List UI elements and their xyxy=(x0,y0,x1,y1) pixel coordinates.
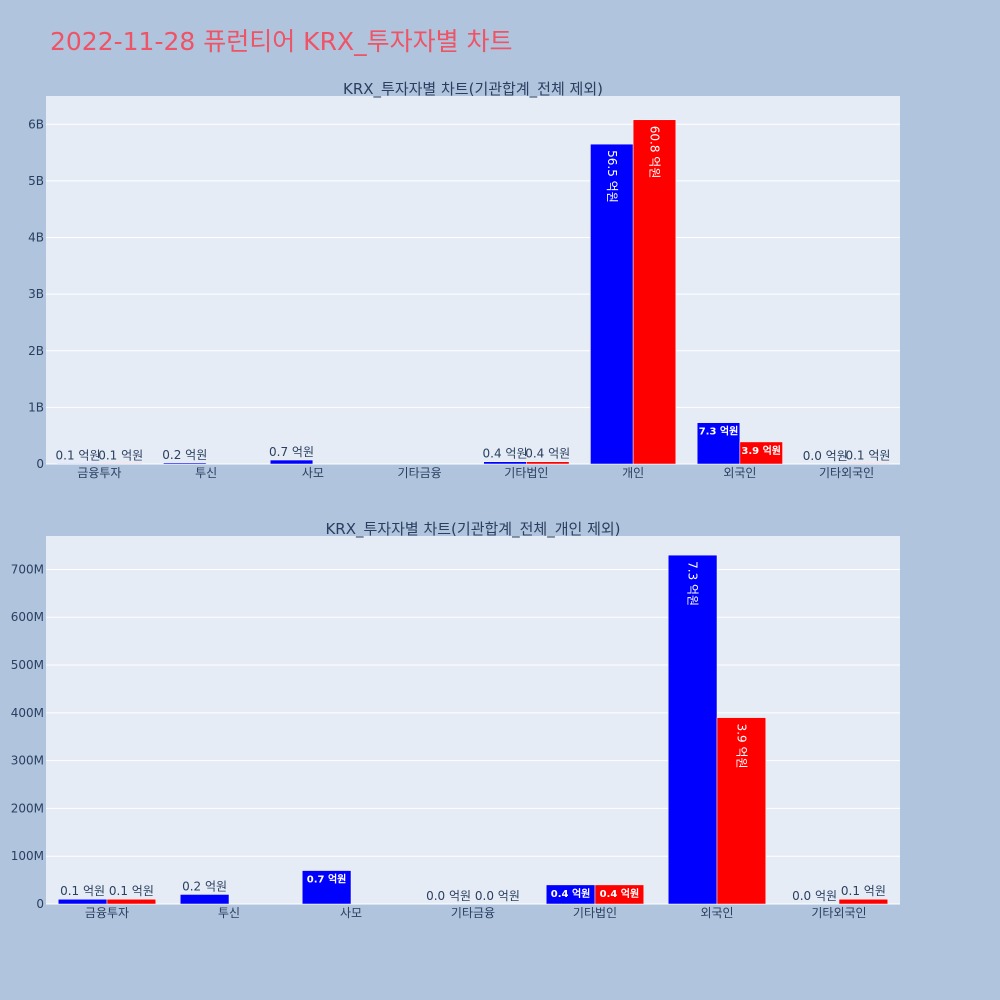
bar xyxy=(739,441,783,465)
data-label: 0.4 억원 xyxy=(525,447,570,461)
data-label: 0.0 억원 xyxy=(475,889,520,903)
y-tick-label: 3B xyxy=(28,287,44,301)
data-label: 0.1 억원 xyxy=(109,884,154,898)
bar xyxy=(838,898,889,905)
x-tick-label: 기타금융 xyxy=(451,906,495,920)
x-tick-label: 기타외국인 xyxy=(819,466,874,480)
x-tick-label: 기타법인 xyxy=(504,466,548,480)
bar xyxy=(590,143,634,465)
plot-area xyxy=(46,96,900,464)
data-label: 0.4 억원 xyxy=(600,887,640,900)
page-title: 2022-11-28 퓨런티어 KRX_투자자별 차트 xyxy=(50,27,513,56)
data-label: 0.1 억원 xyxy=(98,448,143,462)
x-tick-label: 사모 xyxy=(340,906,362,920)
data-label: 0.0 억원 xyxy=(792,889,837,903)
data-label: 0.1 억원 xyxy=(841,884,886,898)
y-tick-label: 0 xyxy=(36,457,44,471)
y-tick-label: 300M xyxy=(11,754,44,768)
bar xyxy=(179,894,230,905)
data-label: 56.5 억원 xyxy=(605,150,619,203)
y-tick-label: 4B xyxy=(28,231,44,245)
x-tick-label: 투신 xyxy=(195,466,217,480)
data-label: 0.4 억원 xyxy=(483,447,528,461)
bar xyxy=(163,462,207,465)
x-tick-label: 기타외국인 xyxy=(811,906,866,920)
chart-2: KRX_투자자별 차트(기관합계_전체_개인 제외) 0 100M 200M 300M 4… xyxy=(11,520,900,920)
bar xyxy=(483,461,527,465)
y-tick-label: 700M xyxy=(11,562,44,576)
data-label: 0.4 억원 xyxy=(551,887,591,900)
data-label: 0.7 억원 xyxy=(269,445,314,459)
bar xyxy=(696,422,741,465)
plot-area xyxy=(46,536,900,904)
data-label: 0.1 억원 xyxy=(56,448,101,462)
data-label: 7.3 억원 xyxy=(699,425,739,438)
data-label: 0.0 억원 xyxy=(803,449,848,463)
y-tick-label: 6B xyxy=(28,117,44,131)
chart-title: KRX_투자자별 차트(기관합계_전체_개인 제외) xyxy=(325,520,620,539)
x-tick-label: 개인 xyxy=(622,466,644,480)
data-label: 3.9 억원 xyxy=(734,724,748,769)
data-label: 0.1 억원 xyxy=(60,884,105,898)
x-tick-label: 투신 xyxy=(218,906,240,920)
bar xyxy=(594,884,645,905)
bar xyxy=(526,461,570,465)
data-label: 0.0 억원 xyxy=(426,889,471,903)
data-label: 7.3 억원 xyxy=(686,561,700,606)
bar xyxy=(846,463,890,465)
bar xyxy=(56,463,100,465)
bar xyxy=(632,119,677,465)
x-tick-label: 금융투자 xyxy=(85,906,129,920)
bar xyxy=(716,717,767,905)
x-tick-label: 외국인 xyxy=(723,466,756,480)
bar xyxy=(57,898,108,905)
y-tick-label: 500M xyxy=(11,658,44,672)
data-label: 0.1 억원 xyxy=(845,448,890,462)
data-label: 0.7 억원 xyxy=(307,873,347,886)
chart-title: KRX_투자자별 차트(기관합계_전체 제외) xyxy=(343,80,603,99)
chart-1: KRX_투자자별 차트(기관합계_전체 제외) 0 1B 2B 3B 4B 5B 6B 금융투자… xyxy=(28,80,900,480)
y-tick-label: 5B xyxy=(28,174,44,188)
bar xyxy=(667,554,718,905)
x-tick-label: 기타금융 xyxy=(398,466,442,480)
bar xyxy=(269,459,314,465)
x-tick-label: 금융투자 xyxy=(77,466,121,480)
data-label: 0.2 억원 xyxy=(162,448,207,462)
data-label: 0.2 억원 xyxy=(182,879,227,893)
y-tick-label: 2B xyxy=(28,344,44,358)
bar xyxy=(301,870,352,905)
x-tick-label: 기타법인 xyxy=(573,906,617,920)
y-tick-label: 600M xyxy=(11,610,44,624)
bar xyxy=(106,898,157,905)
data-label: 3.9 억원 xyxy=(741,444,781,457)
x-tick-label: 외국인 xyxy=(700,906,733,920)
y-tick-label: 0 xyxy=(36,897,44,911)
data-label: 60.8 억원 xyxy=(647,126,661,179)
bar xyxy=(99,463,143,465)
y-tick-label: 100M xyxy=(11,849,44,863)
y-tick-label: 200M xyxy=(11,801,44,815)
y-tick-label: 400M xyxy=(11,706,44,720)
x-tick-label: 사모 xyxy=(302,466,324,480)
y-tick-label: 1B xyxy=(28,400,44,414)
